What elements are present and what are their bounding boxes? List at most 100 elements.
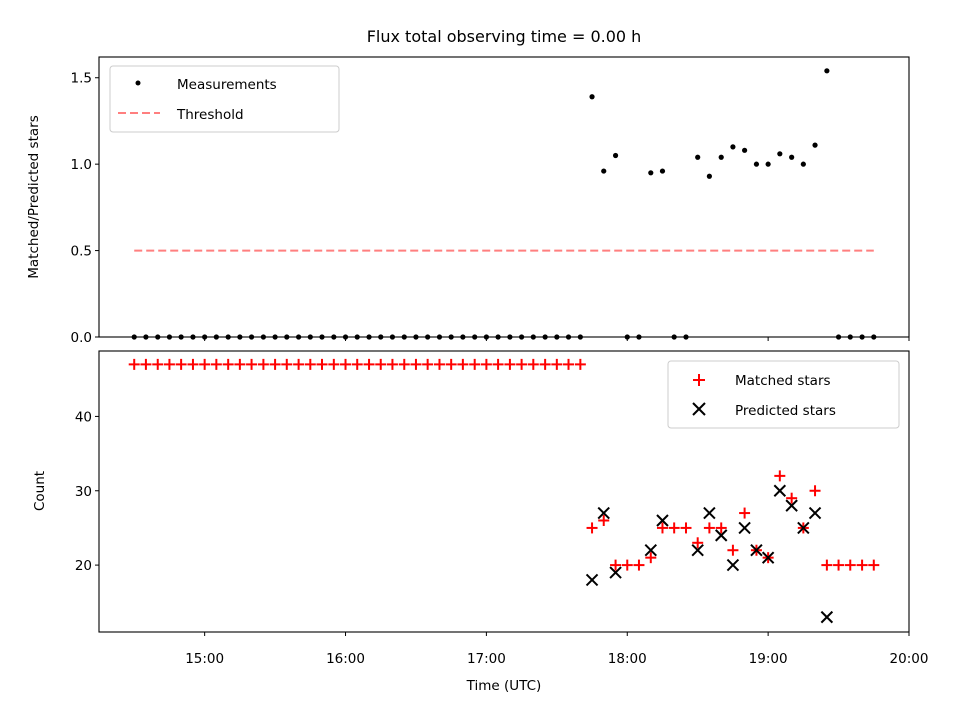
top-legend: Measurements Threshold xyxy=(109,65,340,133)
measurement-point xyxy=(824,68,830,74)
matched-point xyxy=(821,559,833,571)
matched-point xyxy=(234,358,246,370)
matched-point xyxy=(527,358,539,370)
bottom-axes-frame xyxy=(98,350,910,633)
predicted-point-b xyxy=(738,521,751,535)
matched-point xyxy=(386,358,398,370)
matched-point xyxy=(551,358,563,370)
measurement-point xyxy=(812,142,818,148)
predicted-point xyxy=(808,506,822,520)
measurement-point xyxy=(753,161,760,167)
predicted-point xyxy=(738,521,751,535)
measurement-point xyxy=(695,154,701,160)
bottom-y-tick-label: 30 xyxy=(75,484,92,500)
measurement-point xyxy=(648,170,654,176)
top-axes-frame xyxy=(98,56,910,338)
predicted-point-b xyxy=(644,544,657,557)
measurement-point xyxy=(777,151,783,157)
predicted-point xyxy=(585,573,599,587)
x-axis-label: Time (UTC) xyxy=(466,678,542,694)
matched-point xyxy=(175,358,187,370)
legend-predicted-marker xyxy=(692,402,706,416)
bottom-legend-box xyxy=(667,360,900,429)
matched-point xyxy=(269,358,281,370)
top-legend-box xyxy=(109,65,340,133)
x-tick-label: 20:00 xyxy=(890,651,929,667)
matched-point xyxy=(844,559,856,571)
matched-point xyxy=(469,358,481,370)
matched-point xyxy=(633,559,645,571)
matched-point xyxy=(563,358,575,370)
legend-measurements-label: Measurements xyxy=(177,77,277,93)
matched-point xyxy=(480,358,492,370)
bottom-legend: Matched stars Predicted stars xyxy=(667,360,900,429)
predicted-point-b xyxy=(808,506,822,520)
measurement-point xyxy=(800,161,806,167)
matched-point xyxy=(504,358,516,370)
predicted-point xyxy=(773,484,787,497)
matched-point xyxy=(586,522,598,534)
bottom-x-ticks: 15:00 16:00 17:00 18:00 19:00 20:00 xyxy=(185,632,928,667)
matched-point xyxy=(340,358,352,370)
predicted-point xyxy=(820,610,834,624)
legend-matched-label: Matched stars xyxy=(735,373,831,389)
predicted-point xyxy=(761,551,775,564)
measurement-point xyxy=(730,144,736,150)
predicted-point-b xyxy=(750,544,763,557)
predicted-point xyxy=(644,544,657,557)
predicted-point-b xyxy=(691,544,704,557)
top-y-tick-label: 1.5 xyxy=(71,71,92,87)
matched-point xyxy=(574,358,586,370)
matched-point xyxy=(868,559,880,571)
matched-point xyxy=(610,559,622,571)
matched-point xyxy=(281,358,293,370)
matched-point xyxy=(715,522,727,534)
x-tick-label: 15:00 xyxy=(185,651,224,667)
chart-title: Flux total observing time = 0.00 h xyxy=(367,27,642,46)
matched-point xyxy=(351,358,363,370)
predicted-point xyxy=(726,558,740,572)
matched-point xyxy=(293,358,305,370)
predicted-point xyxy=(597,506,610,520)
legend-threshold-label: Threshold xyxy=(176,107,244,123)
matched-point xyxy=(210,358,222,370)
matched-point xyxy=(809,485,821,497)
predicted-point-b xyxy=(703,506,716,520)
matched-point xyxy=(598,514,610,526)
matched-point xyxy=(727,544,739,556)
matched-point xyxy=(680,522,692,534)
x-tick-label: 19:00 xyxy=(749,651,788,667)
measurement-point xyxy=(789,154,795,160)
measurement-point xyxy=(659,168,666,174)
matched-point xyxy=(304,358,316,370)
predicted-point xyxy=(691,544,704,557)
matched-point xyxy=(539,358,551,370)
predicted-point xyxy=(609,566,622,579)
x-tick-label: 18:00 xyxy=(608,651,647,667)
matched-point xyxy=(257,358,269,370)
matched-point xyxy=(856,559,868,571)
matched-point xyxy=(621,559,633,571)
matched-point xyxy=(645,552,657,564)
matched-point xyxy=(410,358,422,370)
matched-point xyxy=(363,358,375,370)
matched-point xyxy=(739,507,751,519)
legend-predicted-label: Predicted stars xyxy=(735,403,836,419)
measurement-point xyxy=(612,152,619,159)
predicted-point-b xyxy=(761,551,775,564)
legend-measurements-marker xyxy=(135,80,141,86)
predicted-point xyxy=(715,529,728,542)
legend-matched-marker xyxy=(693,374,705,386)
bottom-y-tick-label: 20 xyxy=(75,558,92,574)
predicted-point-b xyxy=(585,573,599,587)
matched-point xyxy=(328,358,340,370)
matched-point xyxy=(140,358,152,370)
matched-point xyxy=(656,522,668,534)
predicted-point-b xyxy=(773,484,787,497)
predicted-point-b xyxy=(656,514,669,527)
top-x-ticks xyxy=(204,337,910,341)
matched-point xyxy=(492,358,504,370)
predicted-point-b xyxy=(797,521,810,535)
measurement-point xyxy=(589,94,595,100)
